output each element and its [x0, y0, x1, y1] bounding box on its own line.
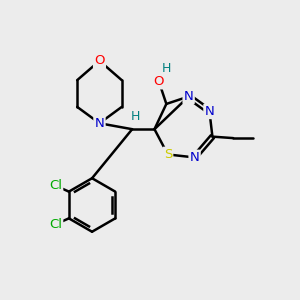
Text: H: H — [162, 62, 171, 75]
Text: O: O — [154, 75, 164, 88]
Text: Cl: Cl — [49, 179, 62, 192]
Text: H: H — [130, 110, 140, 123]
Text: N: N — [94, 117, 104, 130]
Text: N: N — [205, 105, 214, 118]
Text: S: S — [164, 148, 172, 161]
Text: N: N — [190, 151, 200, 164]
Text: O: O — [94, 54, 105, 67]
Text: Cl: Cl — [49, 218, 62, 231]
Text: N: N — [184, 90, 194, 103]
